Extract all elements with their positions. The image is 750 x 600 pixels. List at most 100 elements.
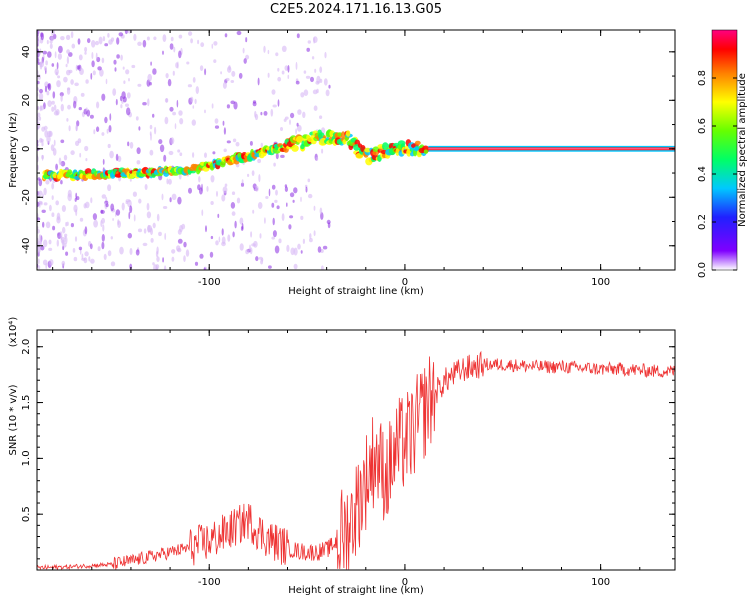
noise-speck	[64, 236, 68, 245]
noise-speck	[213, 59, 217, 63]
noise-speck	[223, 127, 226, 135]
noise-speck	[91, 40, 96, 48]
noise-speck	[128, 211, 131, 220]
noise-speck	[59, 231, 63, 239]
spectrogram-x-tick-label: -100	[198, 277, 221, 288]
noise-speck	[37, 201, 40, 208]
noise-speck	[48, 239, 52, 245]
noise-speck	[49, 259, 54, 266]
noise-speck	[177, 229, 182, 235]
noise-speck	[58, 157, 62, 165]
noise-speck	[305, 186, 308, 193]
noise-speck	[243, 58, 247, 64]
noise-speck	[257, 158, 261, 164]
noise-speck	[123, 80, 126, 84]
noise-speck	[102, 158, 105, 165]
colorbar-tick-label: 0.8	[697, 70, 708, 86]
noise-speck	[225, 77, 230, 82]
noise-speck	[245, 37, 248, 43]
noise-speck	[79, 152, 82, 158]
noise-speck	[309, 237, 313, 243]
noise-speck	[277, 67, 280, 72]
noise-speck	[107, 33, 110, 38]
snr-x-axis-label: Height of straight line (km)	[288, 585, 424, 596]
noise-speck	[284, 65, 289, 71]
noise-speck	[115, 209, 121, 216]
noise-speck	[149, 149, 154, 156]
noise-speck	[197, 184, 201, 191]
noise-speck	[47, 130, 52, 138]
noise-speck	[49, 40, 53, 44]
noise-speck	[307, 40, 311, 44]
noise-speck	[178, 34, 183, 39]
noise-speck	[37, 112, 41, 118]
noise-speck	[178, 50, 182, 59]
noise-speck	[136, 160, 141, 165]
noise-speck	[186, 61, 190, 65]
noise-speck	[297, 109, 302, 115]
noise-speck	[154, 126, 157, 135]
noise-speck	[68, 125, 71, 132]
noise-speck	[173, 46, 176, 53]
noise-speck	[66, 221, 69, 226]
noise-speck	[92, 213, 97, 221]
noise-speck	[37, 229, 40, 234]
noise-speck	[120, 104, 123, 109]
noise-speck	[241, 223, 244, 230]
noise-speck	[90, 197, 93, 204]
noise-speck	[300, 196, 302, 202]
noise-speck	[68, 69, 73, 74]
noise-speck	[49, 43, 53, 49]
noise-speck	[179, 118, 184, 125]
noise-speck	[296, 33, 300, 39]
noise-speck	[156, 213, 160, 222]
noise-speck	[174, 123, 177, 130]
noise-speck	[286, 244, 290, 252]
noise-speck	[39, 88, 43, 94]
noise-speck	[113, 59, 117, 65]
noise-speck	[230, 80, 235, 83]
noise-speck	[104, 116, 108, 124]
noise-speck	[137, 228, 143, 233]
noise-speck	[79, 68, 84, 75]
noise-speck	[39, 61, 44, 68]
noise-speck	[45, 180, 50, 185]
noise-speck	[98, 36, 103, 45]
noise-speck	[220, 71, 223, 75]
noise-speck	[270, 108, 274, 117]
noise-speck	[175, 62, 179, 69]
ridge-blob	[414, 140, 421, 146]
snr-ticks: -100 0 100 0.5 1.0 1.5 2.0	[21, 330, 675, 588]
noise-speck	[63, 154, 68, 161]
noise-speck	[127, 141, 130, 147]
noise-speck	[116, 37, 120, 45]
snr-panel: -100 0 100 0.5 1.0 1.5 2.0 Height of straight …	[8, 317, 676, 596]
noise-speck	[79, 248, 82, 255]
snr-y-tick-label: 2.0	[21, 339, 32, 355]
noise-speck	[260, 142, 263, 148]
noise-speck	[319, 207, 323, 215]
noise-speck	[109, 150, 114, 159]
noise-speck	[199, 253, 204, 259]
noise-speck	[179, 152, 183, 156]
noise-speck	[88, 256, 91, 262]
noise-speck	[257, 77, 260, 86]
noise-speck	[101, 241, 105, 250]
spectrogram-x-tick-label: 0	[402, 277, 408, 288]
noise-speck	[324, 51, 327, 59]
noise-speck	[200, 42, 205, 48]
noise-speck	[60, 162, 63, 166]
noise-speck	[288, 224, 292, 230]
spectrogram-ticks: -100 0 100 -40 -20 0 20 40	[21, 30, 675, 288]
noise-speck	[97, 66, 102, 71]
noise-speck	[190, 96, 194, 103]
noise-speck	[281, 70, 285, 75]
colorbar-tick-label: 0.6	[697, 118, 708, 134]
noise-speck	[50, 36, 55, 42]
noise-speck	[101, 93, 106, 102]
noise-speck	[83, 203, 87, 209]
noise-speck	[322, 245, 328, 250]
noise-speck	[85, 158, 88, 162]
noise-speck	[302, 111, 306, 119]
noise-speck	[268, 265, 272, 269]
